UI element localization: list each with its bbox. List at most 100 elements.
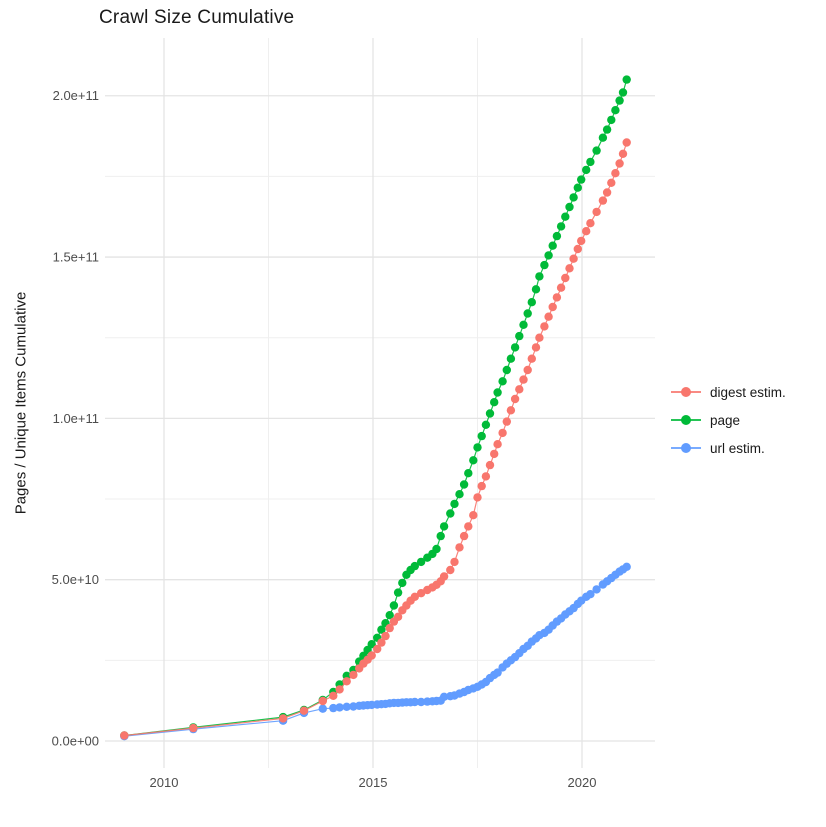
series-point-digest bbox=[519, 375, 528, 384]
legend-key-dot bbox=[681, 443, 691, 453]
series-point-digest bbox=[498, 428, 507, 438]
series-point-digest bbox=[592, 207, 601, 217]
series-point-digest bbox=[446, 565, 455, 575]
series-point-digest bbox=[527, 354, 536, 363]
series-point-digest bbox=[577, 236, 586, 246]
series-point-digest bbox=[189, 723, 198, 733]
series-point-digest bbox=[381, 631, 390, 641]
series-point-digest bbox=[373, 644, 382, 654]
series-point-page bbox=[540, 260, 549, 270]
series-point-page bbox=[393, 588, 403, 597]
legend-key-icon bbox=[671, 387, 701, 397]
series-point-page bbox=[552, 231, 562, 241]
series-point-page bbox=[577, 175, 586, 184]
series-point-digest bbox=[473, 493, 482, 502]
series-point-page bbox=[602, 125, 612, 134]
series-point-page bbox=[473, 443, 482, 452]
series-point-digest bbox=[552, 293, 562, 302]
series-point-page bbox=[582, 165, 591, 175]
series-point-digest bbox=[544, 312, 553, 321]
series-point-page bbox=[490, 398, 499, 407]
series-point-digest bbox=[477, 481, 486, 491]
series-point-digest bbox=[485, 460, 495, 470]
y-axis-tick-label: 1.5e+11 bbox=[53, 250, 99, 265]
y-axis-tick-label: 5.0e+10 bbox=[52, 572, 99, 587]
series-point-url bbox=[439, 692, 449, 701]
series-point-digest bbox=[515, 385, 524, 394]
series-point-digest bbox=[598, 196, 608, 205]
series-point-digest bbox=[329, 691, 338, 700]
series-point-page bbox=[573, 183, 582, 192]
legend-item-page: page bbox=[671, 406, 786, 434]
series-point-digest bbox=[622, 138, 631, 147]
series-point-digest bbox=[540, 322, 549, 331]
series-point-page bbox=[485, 409, 495, 418]
series-point-digest bbox=[416, 589, 426, 598]
series-point-digest bbox=[439, 572, 449, 581]
legend-item-url: url estim. bbox=[671, 434, 786, 462]
series-point-page bbox=[493, 388, 502, 397]
series-point-page bbox=[481, 420, 491, 429]
series-point-url bbox=[586, 590, 595, 599]
series-point-url bbox=[416, 697, 426, 707]
series-point-digest bbox=[377, 638, 386, 647]
legend-key-icon bbox=[671, 443, 701, 453]
series-point-url bbox=[493, 668, 502, 677]
series-point-digest bbox=[120, 731, 129, 740]
series-point-page bbox=[618, 88, 628, 97]
series-point-url bbox=[329, 703, 338, 713]
series-point-page bbox=[611, 106, 620, 115]
series-point-digest bbox=[464, 522, 473, 531]
series-point-url bbox=[342, 702, 351, 711]
legend-label: digest estim. bbox=[710, 384, 786, 400]
series-point-page bbox=[527, 298, 536, 307]
series-point-page bbox=[459, 480, 469, 489]
series-point-digest bbox=[531, 343, 541, 352]
series-point-digest bbox=[490, 449, 499, 459]
series-point-page bbox=[598, 133, 608, 142]
series-point-page bbox=[561, 212, 570, 221]
series-point-digest bbox=[607, 178, 616, 187]
y-axis-tick-label: 0.0e+00 bbox=[52, 734, 99, 749]
y-axis-tick-label: 1.0e+11 bbox=[53, 411, 99, 426]
series-point-url bbox=[622, 562, 631, 571]
series-point-digest bbox=[385, 623, 394, 633]
series-point-page bbox=[615, 96, 624, 105]
series-point-digest bbox=[586, 219, 595, 228]
series-point-page bbox=[389, 601, 399, 610]
series-point-page bbox=[367, 640, 376, 649]
series-point-page bbox=[469, 456, 478, 465]
series-point-page bbox=[432, 544, 441, 554]
series-point-page bbox=[607, 115, 616, 125]
series-point-url bbox=[318, 704, 327, 713]
series-point-page bbox=[586, 157, 595, 167]
series-point-page bbox=[592, 146, 601, 155]
x-axis-tick-label: 2015 bbox=[359, 775, 388, 790]
series-point-digest bbox=[561, 273, 570, 283]
y-axis-tick-label: 2.0e+11 bbox=[53, 88, 99, 103]
series-point-digest bbox=[318, 696, 327, 706]
series-point-page bbox=[416, 557, 426, 567]
series-point-digest bbox=[548, 302, 557, 312]
series-point-digest bbox=[611, 169, 620, 178]
series-point-digest bbox=[523, 365, 532, 375]
series-point-page bbox=[523, 309, 532, 318]
series-point-page bbox=[519, 320, 528, 329]
series-point-url bbox=[592, 585, 601, 594]
series-point-digest bbox=[410, 592, 419, 601]
series-point-page bbox=[515, 331, 524, 341]
series-point-page bbox=[446, 509, 455, 518]
y-axis-title: Pages / Unique Items Cumulative bbox=[12, 291, 30, 515]
series-point-page bbox=[464, 469, 473, 478]
series-point-digest bbox=[618, 149, 628, 158]
legend-item-digest: digest estim. bbox=[671, 378, 786, 406]
series-point-page bbox=[569, 193, 578, 202]
series-point-digest bbox=[510, 394, 520, 404]
series-point-digest bbox=[582, 227, 591, 236]
series-point-page bbox=[455, 490, 464, 499]
series-point-digest bbox=[278, 714, 288, 723]
series-point-page bbox=[439, 522, 449, 531]
series-point-page bbox=[548, 241, 557, 250]
